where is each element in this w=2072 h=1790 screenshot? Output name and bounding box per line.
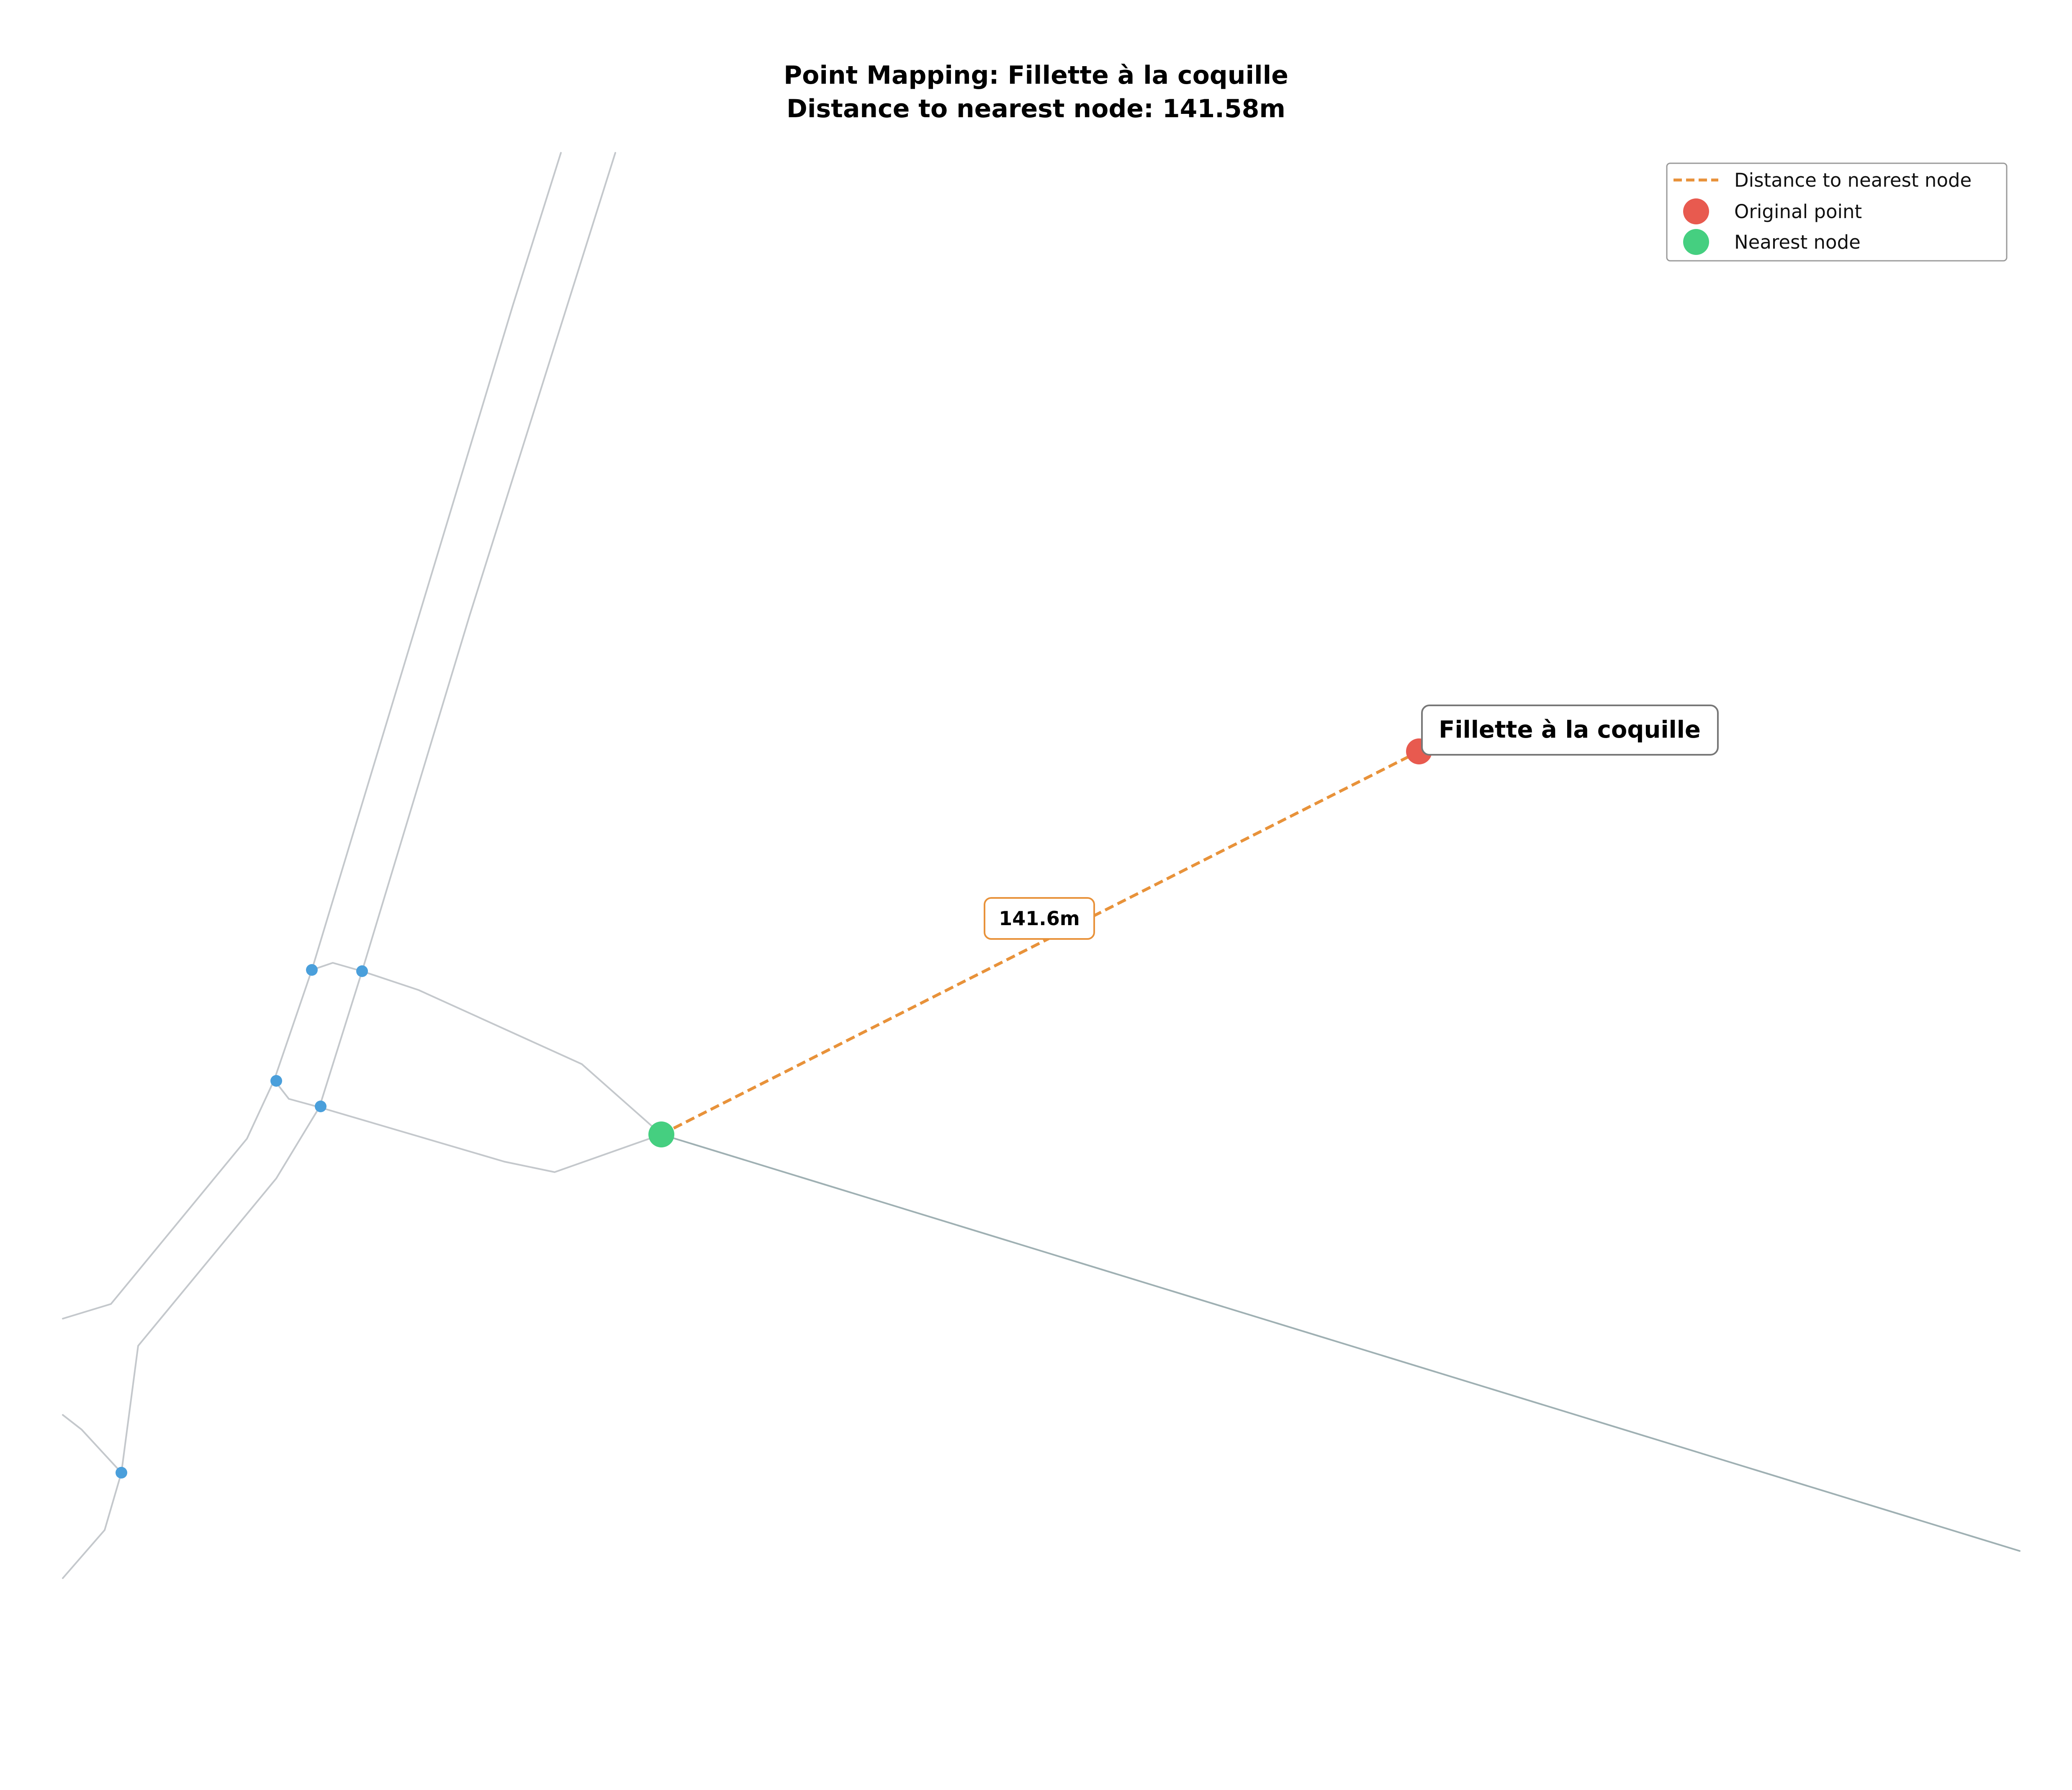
road-segment <box>62 152 616 1579</box>
road-segment <box>273 1079 662 1173</box>
point-name-label-text: Fillette à la coquille <box>1439 716 1701 743</box>
road-segment <box>311 962 662 1135</box>
distance-label-box <box>984 897 1095 940</box>
graph-node <box>270 1075 282 1087</box>
map-title-line1: Point Mapping: Fillette à la coquille <box>784 61 1288 90</box>
graph-node <box>356 965 368 977</box>
distance-label-text: 141.6m <box>999 907 1080 930</box>
distance-line <box>661 750 1420 1136</box>
road-segment <box>62 152 562 1319</box>
graph-node <box>315 1101 326 1112</box>
graph-node <box>116 1467 127 1479</box>
distance-label: 141.6m <box>984 897 1095 940</box>
map-title-line2: Distance to nearest node: 141.58m <box>787 94 1285 123</box>
legend-label-original-point: Original point <box>1734 201 1862 223</box>
graph-node <box>306 964 318 976</box>
nearest-node-marker <box>648 1121 674 1147</box>
point-name-label-box <box>1421 705 1719 756</box>
legend-nearest-node-icon <box>1683 229 1709 255</box>
point-name-label: Fillette à la coquille <box>1421 705 1719 756</box>
main-road-segment <box>661 1134 2021 1552</box>
legend-frame <box>1666 162 2008 262</box>
legend: Distance to nearest node Original point … <box>1666 162 2008 262</box>
legend-label-distance: Distance to nearest node <box>1734 169 1972 191</box>
road-network <box>62 152 2021 1579</box>
legend-label-nearest-node: Nearest node <box>1734 231 1861 253</box>
road-segment <box>62 1414 122 1474</box>
legend-original-point-icon <box>1683 198 1709 224</box>
graph-nodes <box>116 964 368 1479</box>
